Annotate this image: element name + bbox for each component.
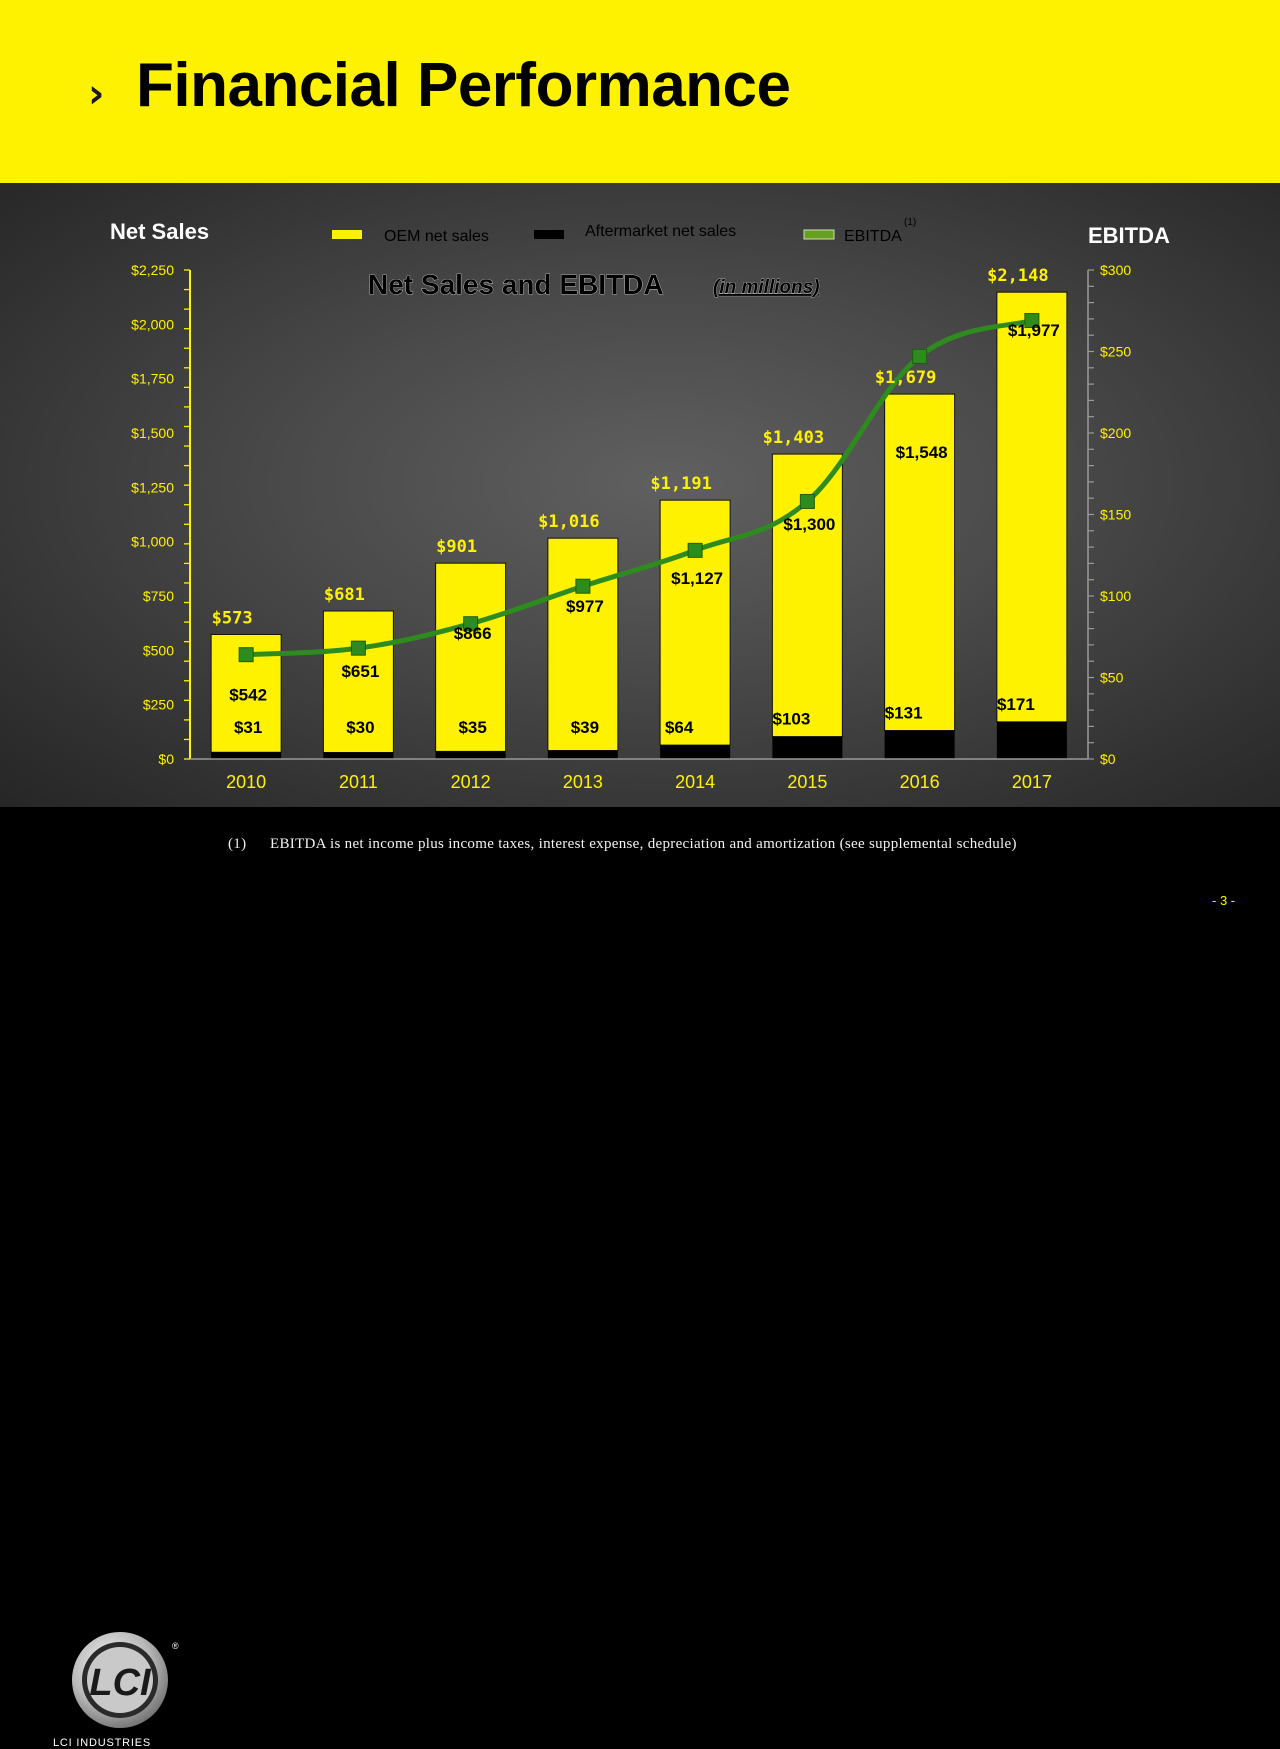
- ebitda-point: [350, 640, 366, 656]
- x-axis-category-label: 2013: [563, 772, 603, 792]
- left-axis-tick-label: $2,250: [131, 262, 174, 278]
- left-axis-title: Net Sales: [110, 219, 209, 244]
- x-axis-category-label: 2012: [451, 772, 491, 792]
- bar-aftermarket-net-sales: [323, 752, 394, 759]
- oem-net-sales-label: $866: [454, 624, 492, 643]
- bar-oem-net-sales: [659, 499, 731, 746]
- x-axis-category-label: 2010: [226, 772, 266, 792]
- right-axis-tick-label: $100: [1100, 588, 1131, 604]
- logo-mark: LCI: [89, 1662, 152, 1704]
- total-net-sales-label: $573: [212, 608, 253, 628]
- bar-oem-net-sales: [996, 291, 1068, 723]
- right-axis-tick-label: $50: [1100, 670, 1124, 686]
- x-axis-category-label: 2017: [1012, 772, 1052, 792]
- total-net-sales-label: $901: [436, 537, 477, 557]
- oem-net-sales-label: $1,548: [896, 443, 948, 462]
- total-net-sales-label: $2,148: [987, 266, 1048, 286]
- footnote-number: (1): [228, 836, 247, 852]
- bar-aftermarket-net-sales: [435, 751, 506, 759]
- net-sales-ebitda-chart: $573 $681 $901 $1,016 $1,191 $1,403 $1,679 $2,1…: [110, 217, 1170, 792]
- lci-logo-icon: LCI: [72, 1632, 168, 1728]
- header-band: › Financial Performance: [0, 0, 1280, 183]
- bar-aftermarket-net-sales: [772, 736, 843, 759]
- aftermarket-net-sales-label: $64: [665, 718, 694, 737]
- bar-oem-net-sales: [547, 537, 619, 752]
- bar-oem-net-sales: [322, 610, 394, 753]
- total-net-sales-label: $1,016: [538, 512, 599, 532]
- aftermarket-net-sales-label: $30: [346, 718, 374, 737]
- footnote-text: EBITDA is net income plus income taxes, …: [270, 836, 1017, 852]
- total-net-sales-label: $1,403: [763, 428, 824, 448]
- left-axis-tick-label: $2,000: [131, 316, 174, 332]
- right-axis-tick-label: $300: [1100, 262, 1131, 278]
- oem-net-sales-label: $1,300: [783, 515, 835, 534]
- legend-footnote-marker: (1): [904, 217, 916, 228]
- chart-title: Net Sales and EBITDA: [368, 269, 664, 300]
- legend-label-aftermarket: Aftermarket net sales: [585, 223, 736, 240]
- x-axis-category-label: 2016: [900, 772, 940, 792]
- aftermarket-net-sales-label: $31: [234, 718, 262, 737]
- oem-net-sales-label: $977: [566, 597, 604, 616]
- chart-title-suffix: (in millions): [713, 277, 820, 298]
- legend-label-oem: OEM net sales: [384, 228, 489, 245]
- ebitda-point: [575, 578, 591, 594]
- ebitda-point: [687, 542, 703, 558]
- right-axis-tick-label: $200: [1100, 425, 1131, 441]
- aftermarket-net-sales-label: $35: [458, 718, 486, 737]
- bar-aftermarket-net-sales: [660, 745, 731, 759]
- left-axis-tick-label: $0: [158, 751, 174, 767]
- aftermarket-net-sales-label: $103: [772, 710, 810, 729]
- right-axis-tick-label: $150: [1100, 507, 1131, 523]
- ebitda-point: [799, 493, 815, 509]
- logo-text: LCI INDUSTRIES: [53, 1737, 151, 1749]
- footer: LCI ® LCI INDUSTRIES: [0, 807, 1280, 1749]
- oem-net-sales-label: $1,977: [1008, 321, 1060, 340]
- legend-swatch-aftermarket: [534, 230, 564, 239]
- aftermarket-net-sales-label: $39: [571, 718, 599, 737]
- total-net-sales-label: $1,191: [650, 474, 711, 494]
- left-axis-tick-label: $500: [143, 642, 174, 658]
- bar-aftermarket-net-sales: [996, 721, 1067, 759]
- left-axis-tick-label: $1,750: [131, 371, 174, 387]
- oem-net-sales-label: $542: [229, 685, 267, 704]
- bar-oem-net-sales: [435, 562, 507, 752]
- x-axis-category-label: 2015: [787, 772, 827, 792]
- bar-aftermarket-net-sales: [211, 752, 282, 759]
- ebitda-point: [912, 348, 928, 364]
- oem-net-sales-label: $1,127: [671, 569, 723, 588]
- registered-mark: ®: [172, 1641, 179, 1651]
- right-axis-title: EBITDA: [1088, 223, 1170, 248]
- ebitda-point: [463, 616, 479, 632]
- ebitda-line: [245, 318, 1033, 658]
- x-axis-category-label: 2011: [339, 772, 378, 792]
- left-axis-tick-label: $250: [143, 697, 174, 713]
- ebitda-point: [1024, 313, 1040, 329]
- total-net-sales-label: $681: [324, 585, 365, 605]
- bar-aftermarket-net-sales: [884, 730, 955, 759]
- aftermarket-net-sales-label: $131: [885, 704, 923, 723]
- total-net-sales-label: $1,679: [875, 368, 936, 388]
- legend-swatch-ebitda: [803, 229, 835, 240]
- left-axis-tick-label: $1,500: [131, 425, 174, 441]
- right-axis-tick-label: $250: [1100, 344, 1131, 360]
- legend-swatch-oem: [332, 230, 362, 239]
- legend-label-ebitda: EBITDA: [844, 228, 902, 245]
- left-axis-tick-label: $1,250: [131, 479, 174, 495]
- left-axis-tick-label: $750: [143, 588, 174, 604]
- aftermarket-net-sales-label: $171: [997, 695, 1035, 714]
- x-axis-category-label: 2014: [675, 772, 715, 792]
- right-axis-tick-label: $0: [1100, 751, 1116, 767]
- left-axis-tick-label: $1,000: [131, 534, 174, 550]
- page-number: - 3 -: [1212, 893, 1236, 908]
- ebitda-point: [238, 647, 254, 663]
- page-title: Financial Performance: [136, 51, 791, 120]
- bar-aftermarket-net-sales: [547, 750, 618, 759]
- oem-net-sales-label: $651: [341, 662, 379, 681]
- chevron-icon: ›: [88, 71, 105, 117]
